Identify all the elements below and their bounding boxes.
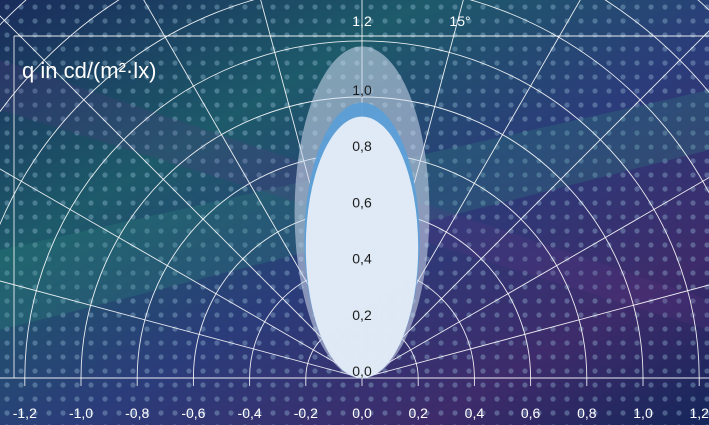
- radial-tick-label: 0,0: [352, 363, 372, 379]
- radial-grid-circle: [0, 0, 709, 226]
- angular-grid-ray: [0, 15, 363, 379]
- x-tick-label: -0,6: [181, 405, 205, 421]
- series-layer: [294, 46, 430, 378]
- radial-tick-label: 0,6: [352, 194, 372, 210]
- angular-grid-ray: [361, 0, 581, 379]
- angle-label: 15°: [449, 13, 470, 29]
- y-axis-label: q in cd/(m²·lx): [22, 58, 156, 83]
- x-tick-label: -1,2: [13, 405, 37, 421]
- x-tick-label: 0,2: [408, 405, 428, 421]
- x-tick-label: -1,0: [69, 405, 93, 421]
- radial-tick-label: 0,2: [352, 307, 372, 323]
- x-tick-label: 0,8: [577, 405, 597, 421]
- x-tick-label: -0,2: [294, 405, 318, 421]
- radial-tick-label: 0,4: [352, 251, 372, 267]
- radial-tick-label: 0,8: [352, 138, 372, 154]
- x-tick-label: 1,0: [633, 405, 653, 421]
- x-tick-label: -0,4: [238, 405, 262, 421]
- x-tick-label: 0,4: [465, 405, 485, 421]
- angular-grid-ray: [361, 177, 709, 379]
- x-tick-label: -0,8: [125, 405, 149, 421]
- beam-series: [305, 116, 419, 378]
- radial-tick-label: 1,2: [352, 13, 372, 29]
- radial-tick-label: 1,0: [352, 82, 372, 98]
- angular-grid-ray: [0, 280, 363, 379]
- x-tick-label: 1,2: [689, 405, 709, 421]
- label-layer: -1,2 -1,0 -0,8 -0,6 -0,4 -0,2 0,0 0,2 0,4 0,6 0,8 1…: [13, 13, 709, 421]
- angular-grid-ray: [361, 284, 709, 379]
- x-tick-label: 0,0: [352, 405, 372, 421]
- angular-grid-ray: [143, 0, 363, 379]
- x-tick-label: 0,6: [521, 405, 541, 421]
- angular-grid-ray: [361, 30, 709, 379]
- angular-grid-ray: [0, 168, 363, 379]
